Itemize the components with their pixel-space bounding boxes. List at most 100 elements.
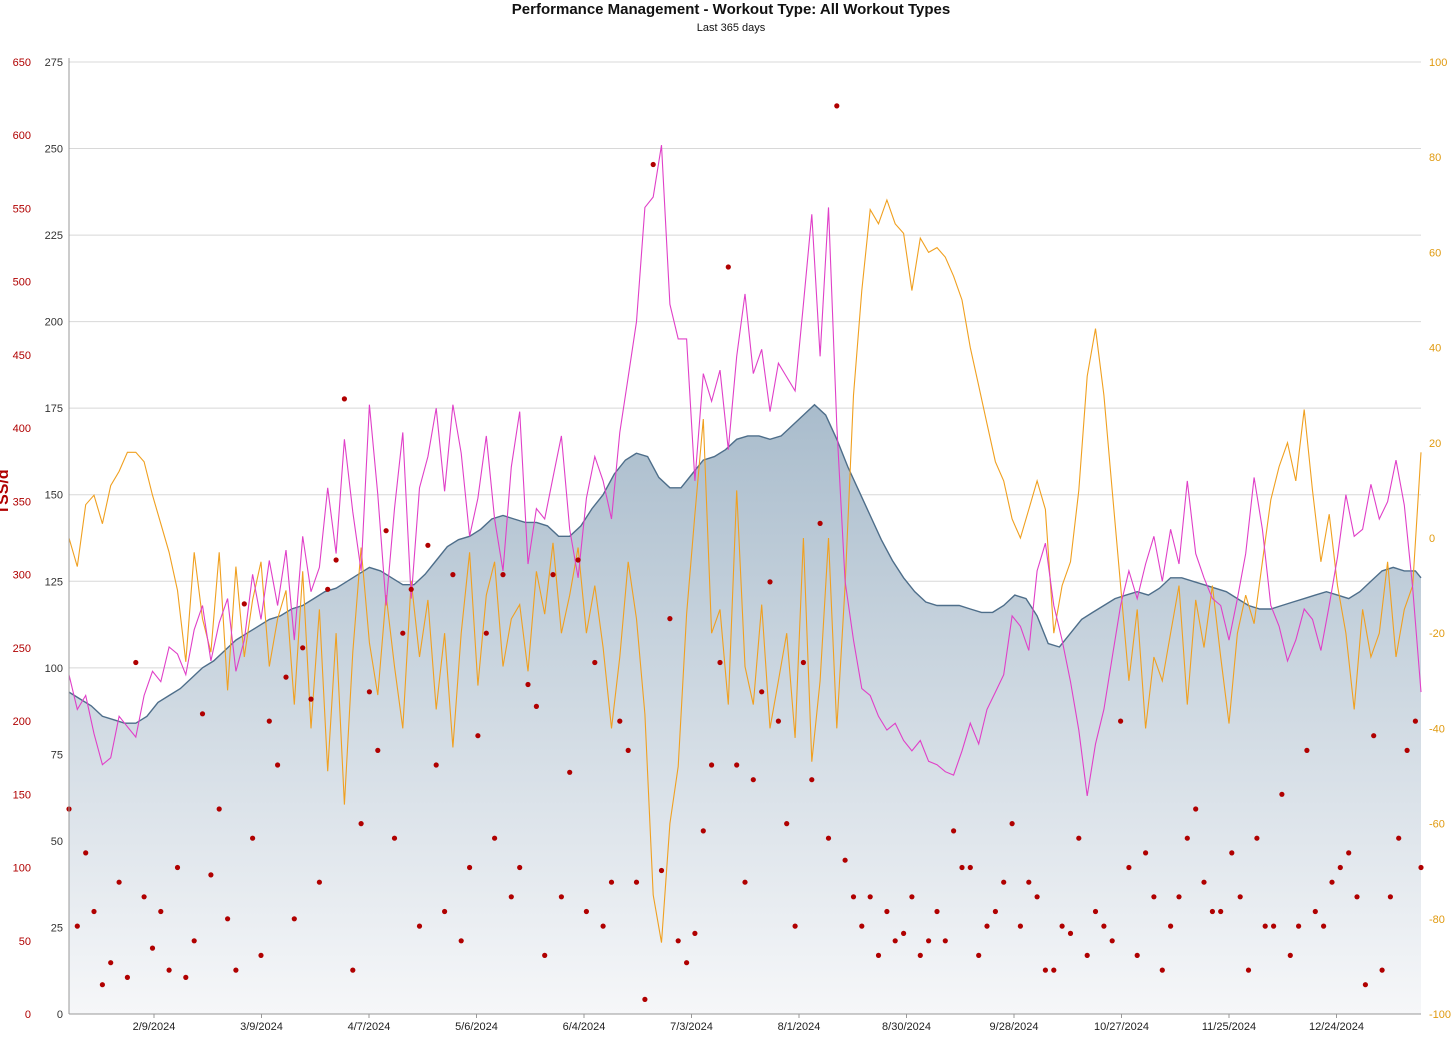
- tss-point: [1379, 967, 1385, 973]
- tss-point: [667, 616, 673, 622]
- date-tick-label: 12/24/2024: [1309, 1021, 1364, 1033]
- tss-point: [1184, 835, 1190, 841]
- tss-point: [1059, 923, 1065, 929]
- tss-point: [149, 945, 156, 951]
- tss-point: [784, 821, 790, 827]
- tss-point: [1017, 923, 1024, 929]
- tss-point: [1001, 879, 1007, 885]
- tss-point: [909, 894, 915, 900]
- tss-tick-label: 550: [13, 203, 31, 215]
- tss-point: [350, 967, 356, 973]
- tss-tick-label: 400: [13, 423, 31, 435]
- ctl-area-fill: [69, 404, 1421, 1014]
- tss-point: [525, 681, 531, 688]
- tss-point: [174, 864, 181, 871]
- form-tick-label: -20: [1429, 628, 1445, 640]
- tss-point: [116, 879, 122, 885]
- atl-line: [68, 145, 1422, 796]
- tss-point: [300, 645, 306, 651]
- tss-point: [658, 867, 665, 874]
- form-tick-label: 20: [1429, 438, 1441, 450]
- tss-point: [550, 572, 556, 578]
- tss-tick-label: 50: [19, 936, 31, 948]
- tss-point: [275, 762, 281, 768]
- tss-tick-label: 300: [13, 570, 31, 582]
- tss-point: [642, 996, 648, 1003]
- tss-point: [1296, 923, 1302, 929]
- tss-point: [709, 762, 715, 768]
- tss-point: [583, 908, 590, 915]
- tss-point: [1396, 835, 1402, 841]
- load-tick-label: 250: [45, 144, 63, 156]
- form-tick-label: 100: [1429, 57, 1447, 69]
- tss-point: [500, 572, 506, 578]
- form-tick-label: 40: [1429, 343, 1441, 355]
- tss-point: [183, 974, 189, 981]
- ctl-line: [68, 403, 1422, 724]
- tss-point: [884, 908, 890, 915]
- tss-point: [233, 967, 239, 973]
- tss-point: [750, 777, 756, 783]
- tss-point: [1245, 967, 1252, 973]
- tsb-line: [68, 198, 1422, 943]
- tss-point: [967, 864, 973, 871]
- tss-point: [216, 806, 222, 812]
- load-axis-ticks: 0 25 50 75 100 125 150 175 200 225 250 275: [45, 57, 63, 1021]
- load-tick-label: 275: [45, 57, 63, 69]
- tss-point: [558, 894, 565, 900]
- tss-point: [166, 967, 172, 973]
- tss-point: [475, 733, 481, 739]
- date-axis-ticks: 2/9/2024 3/9/2024 4/7/2024 5/6/2024 6/4/2024…: [133, 1014, 1364, 1033]
- tss-point: [976, 952, 982, 959]
- date-tick-label: 9/28/2024: [990, 1021, 1039, 1033]
- tss-point: [191, 938, 197, 944]
- tss-point: [358, 821, 364, 827]
- tss-tick-label: 100: [13, 863, 31, 875]
- tss-point: [366, 689, 372, 695]
- form-tick-label: 80: [1429, 152, 1441, 164]
- tss-point: [1009, 821, 1015, 827]
- tss-point: [834, 103, 840, 109]
- date-tick-label: 8/30/2024: [882, 1021, 931, 1033]
- tss-point: [867, 894, 873, 900]
- tss-point: [842, 857, 848, 863]
- tss-point: [742, 879, 748, 885]
- tss-point: [133, 659, 139, 666]
- tss-point: [1076, 835, 1082, 841]
- tss-point: [1126, 864, 1132, 871]
- tss-point: [508, 894, 514, 900]
- tss-point: [391, 835, 398, 841]
- tss-point: [1051, 967, 1057, 973]
- load-tick-label: 100: [45, 663, 63, 675]
- ctl-area-series: [68, 403, 1422, 1014]
- tss-point: [341, 396, 347, 402]
- tss-series: [66, 103, 1424, 1003]
- tss-point: [809, 777, 815, 783]
- tss-point: [1143, 850, 1149, 856]
- date-tick-label: 8/1/2024: [778, 1021, 821, 1033]
- tss-point: [951, 828, 957, 834]
- tss-point: [1279, 791, 1285, 797]
- tss-point: [1346, 850, 1352, 856]
- tss-point: [625, 747, 631, 754]
- tss-point: [1176, 894, 1182, 900]
- tss-point: [1321, 923, 1327, 929]
- tss-point: [734, 762, 740, 768]
- form-tick-label: -40: [1429, 723, 1445, 735]
- load-tick-label: 75: [51, 749, 63, 761]
- tss-tick-label: 150: [13, 789, 31, 801]
- tss-point: [250, 835, 256, 841]
- date-tick-label: 10/27/2024: [1094, 1021, 1149, 1033]
- form-tick-label: 60: [1429, 247, 1441, 259]
- tss-point: [825, 835, 832, 841]
- tss-point: [1067, 930, 1074, 937]
- tss-point: [800, 659, 807, 666]
- tss-point: [1168, 923, 1174, 929]
- tss-point: [492, 835, 498, 841]
- tss-point: [258, 952, 264, 959]
- tss-point: [617, 718, 623, 724]
- tss-point: [208, 872, 214, 878]
- tss-point: [942, 938, 948, 944]
- tss-point: [266, 718, 272, 724]
